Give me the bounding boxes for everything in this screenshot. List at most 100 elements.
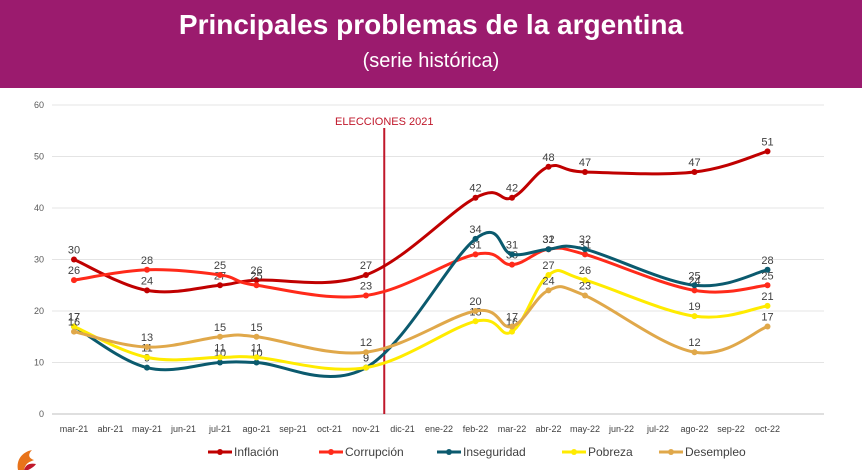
data-label-pobreza: 19 <box>688 301 700 313</box>
data-label-desempleo: 20 <box>469 296 481 308</box>
legend-label-pobreza: Pobreza <box>588 445 633 459</box>
data-label-inflacion: 47 <box>688 157 700 169</box>
data-point-desempleo <box>217 333 223 340</box>
data-point-inflacion <box>509 194 515 201</box>
data-point-pobreza <box>509 328 515 335</box>
data-point-desempleo <box>582 292 588 299</box>
y-tick-label: 0 <box>39 409 44 419</box>
data-label-corrupcion: 23 <box>360 281 372 293</box>
data-point-desempleo <box>253 333 260 340</box>
x-tick-label: mar-22 <box>498 424 527 434</box>
data-point-inseguridad <box>217 359 223 366</box>
data-label-inseguridad: 34 <box>469 224 481 236</box>
data-point-pobreza <box>363 364 369 371</box>
data-point-inseguridad <box>691 282 698 289</box>
data-point-pobreza <box>545 271 552 278</box>
data-label-desempleo: 15 <box>214 322 226 334</box>
data-point-desempleo <box>144 344 150 351</box>
y-tick-label: 20 <box>34 306 44 316</box>
data-label-corrupcion: 26 <box>68 265 80 277</box>
data-point-corrupcion <box>363 292 369 299</box>
legend-marker-inseguridad <box>446 449 452 455</box>
data-label-inseguridad: 32 <box>579 234 591 246</box>
data-label-inflacion: 26 <box>250 265 262 277</box>
data-label-inflacion: 27 <box>360 260 372 272</box>
data-point-corrupcion <box>764 282 771 289</box>
data-label-pobreza: 11 <box>214 342 225 354</box>
data-point-corrupcion <box>691 287 698 294</box>
chart-title: Principales problemas de la argentina <box>178 9 684 40</box>
data-point-pobreza <box>764 302 771 309</box>
data-label-pobreza: 26 <box>579 265 591 277</box>
data-label-corrupcion: 28 <box>141 255 153 267</box>
data-point-inflacion <box>217 282 223 289</box>
data-point-inseguridad <box>253 359 260 366</box>
series-line-corrupcion <box>72 246 769 299</box>
data-point-corrupcion <box>71 277 77 284</box>
data-label-inflacion: 24 <box>141 275 153 287</box>
x-tick-label: feb-22 <box>463 424 489 434</box>
data-point-pobreza <box>144 354 150 361</box>
y-tick-label: 50 <box>34 152 44 162</box>
legend-marker-corrupcion <box>328 449 334 455</box>
legend-label-desempleo: Desempleo <box>685 445 746 459</box>
legend-label-inseguridad: Inseguridad <box>463 445 526 459</box>
legend-marker-desempleo <box>668 449 674 455</box>
data-point-inflacion <box>253 277 260 284</box>
x-tick-label: jun-22 <box>608 424 634 434</box>
x-tick-label: oct-21 <box>317 424 342 434</box>
y-tick-label: 60 <box>34 100 44 110</box>
data-label-desempleo: 12 <box>688 337 700 349</box>
data-point-inseguridad <box>509 251 515 258</box>
legend-label-corrupcion: Corrupción <box>345 445 404 459</box>
data-point-inseguridad <box>144 364 150 371</box>
data-point-pobreza <box>217 354 223 361</box>
data-point-corrupcion <box>253 282 260 289</box>
series-line-pobreza <box>72 269 769 371</box>
data-label-inflacion: 42 <box>469 183 481 195</box>
data-label-desempleo: 17 <box>761 311 773 323</box>
x-tick-label: jul-22 <box>646 424 669 434</box>
data-label-desempleo: 16 <box>68 317 80 329</box>
data-point-inflacion <box>363 271 369 278</box>
series-line-inseguridad <box>72 230 769 378</box>
data-label-pobreza: 27 <box>542 260 554 272</box>
data-point-inflacion <box>71 256 77 263</box>
data-label-desempleo: 12 <box>360 337 372 349</box>
data-label-pobreza: 9 <box>363 353 369 365</box>
data-label-inseguridad: 32 <box>542 234 554 246</box>
chart-subtitle: (serie histórica) <box>362 50 500 72</box>
data-label-desempleo: 15 <box>250 322 262 334</box>
data-label-inseguridad: 31 <box>506 239 518 251</box>
data-point-pobreza <box>71 323 77 330</box>
data-label-corrupcion: 25 <box>761 270 773 282</box>
x-tick-label: oct-22 <box>755 424 780 434</box>
data-point-corrupcion <box>217 271 223 278</box>
data-point-desempleo <box>509 323 515 330</box>
x-tick-label: ene-22 <box>425 424 453 434</box>
data-point-desempleo <box>764 323 771 330</box>
x-tick-label: sep-21 <box>279 424 307 434</box>
data-label-pobreza: 11 <box>251 342 262 354</box>
data-label-inseguridad: 9 <box>363 353 369 365</box>
x-tick-label: dic-21 <box>390 424 415 434</box>
x-tick-label: jun-21 <box>170 424 196 434</box>
x-tick-label: abr-21 <box>97 424 123 434</box>
series-line-inflacion <box>72 149 769 294</box>
data-point-pobreza <box>582 277 588 284</box>
x-tick-label: ago-22 <box>680 424 708 434</box>
data-point-desempleo <box>472 308 479 314</box>
y-tick-label: 30 <box>34 255 44 265</box>
data-label-corrupcion: 31 <box>542 234 554 246</box>
data-point-corrupcion <box>144 266 150 273</box>
data-point-desempleo <box>71 328 77 335</box>
data-label-pobreza: 21 <box>761 291 773 303</box>
data-point-pobreza <box>691 313 698 320</box>
data-label-desempleo: 24 <box>542 275 554 287</box>
data-point-pobreza <box>253 354 260 361</box>
legend-label-inflacion: Inflación <box>234 445 279 459</box>
data-point-corrupcion <box>582 251 588 258</box>
data-point-desempleo <box>545 287 552 294</box>
x-tick-label: mar-21 <box>60 424 89 434</box>
data-label-inflacion: 47 <box>579 157 591 169</box>
